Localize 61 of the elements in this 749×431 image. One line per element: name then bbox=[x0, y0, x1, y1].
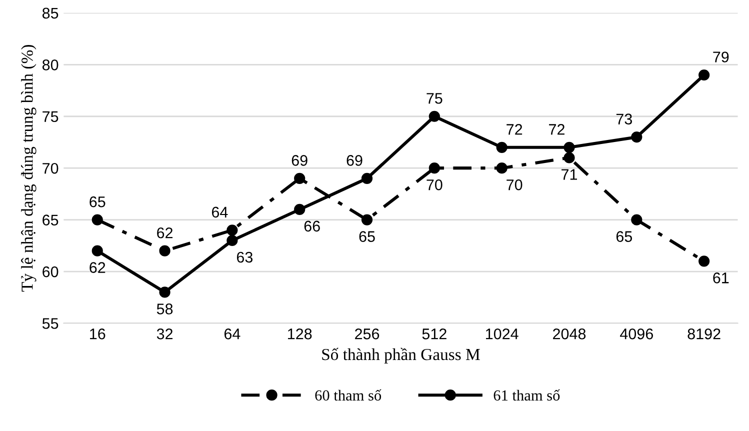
x-tick-label: 256 bbox=[355, 328, 380, 340]
y-tick-label: 85 bbox=[42, 8, 58, 19]
point bbox=[294, 204, 306, 216]
data-label: 70 bbox=[506, 179, 522, 190]
x-axis-title: Số thành phần Gauss M bbox=[322, 348, 480, 364]
point bbox=[361, 172, 373, 184]
point bbox=[698, 69, 710, 81]
x-tick-label: 8192 bbox=[688, 328, 720, 340]
x-tick-label: 4096 bbox=[620, 328, 653, 340]
data-label: 64 bbox=[212, 206, 228, 218]
x-tick-label: 2048 bbox=[553, 328, 586, 340]
data-label: 79 bbox=[713, 52, 729, 62]
y-axis-title: Tỷ lệ nhận dạng đúng trung bình (%) bbox=[21, 45, 36, 292]
data-label: 65 bbox=[90, 196, 106, 208]
data-label: 62 bbox=[157, 227, 173, 238]
data-label: 71 bbox=[562, 169, 577, 180]
x-tick-label: 64 bbox=[224, 328, 240, 340]
data-label: 63 bbox=[236, 252, 253, 263]
data-label: 69 bbox=[292, 155, 308, 166]
point bbox=[226, 234, 238, 246]
data-label: 72 bbox=[549, 124, 564, 135]
point bbox=[564, 152, 575, 164]
point bbox=[92, 245, 103, 256]
y-tick-label: 80 bbox=[42, 60, 58, 70]
data-label: 62 bbox=[90, 262, 106, 273]
y-tick-label: 75 bbox=[42, 111, 58, 122]
x-tick-label: 512 bbox=[422, 328, 446, 340]
x-tick-label: 16 bbox=[90, 328, 106, 340]
x-tick-label: 1024 bbox=[486, 328, 518, 340]
data-label: 65 bbox=[359, 231, 375, 242]
data-label: 65 bbox=[616, 231, 632, 242]
x-tick-label: 32 bbox=[156, 328, 173, 340]
point bbox=[698, 256, 710, 267]
point bbox=[631, 214, 642, 226]
data-label: 73 bbox=[616, 114, 632, 124]
legend-label: 61 tham số bbox=[494, 389, 560, 401]
data-label: 70 bbox=[426, 179, 442, 190]
y-tick-label: 60 bbox=[42, 266, 58, 278]
data-label: 66 bbox=[304, 220, 320, 232]
y-tick-label: 70 bbox=[42, 162, 58, 174]
data-label: 69 bbox=[346, 155, 362, 166]
point bbox=[496, 162, 508, 174]
point bbox=[428, 162, 440, 174]
y-tick-label: 55 bbox=[42, 318, 58, 329]
point bbox=[159, 286, 170, 298]
data-label: 72 bbox=[506, 124, 522, 135]
y-tick-label: 65 bbox=[42, 214, 58, 226]
point bbox=[159, 245, 170, 256]
point bbox=[428, 110, 440, 122]
x-tick-label: 128 bbox=[288, 328, 312, 340]
point bbox=[496, 142, 508, 153]
data-label: 58 bbox=[156, 304, 173, 314]
point bbox=[294, 172, 306, 184]
point bbox=[226, 224, 238, 236]
point bbox=[92, 214, 103, 226]
data-label: 75 bbox=[426, 93, 442, 104]
legend-label: 60 tham số bbox=[315, 389, 382, 401]
data-label: 61 bbox=[713, 272, 729, 284]
point bbox=[631, 132, 642, 143]
point bbox=[564, 142, 575, 153]
point bbox=[361, 214, 373, 226]
